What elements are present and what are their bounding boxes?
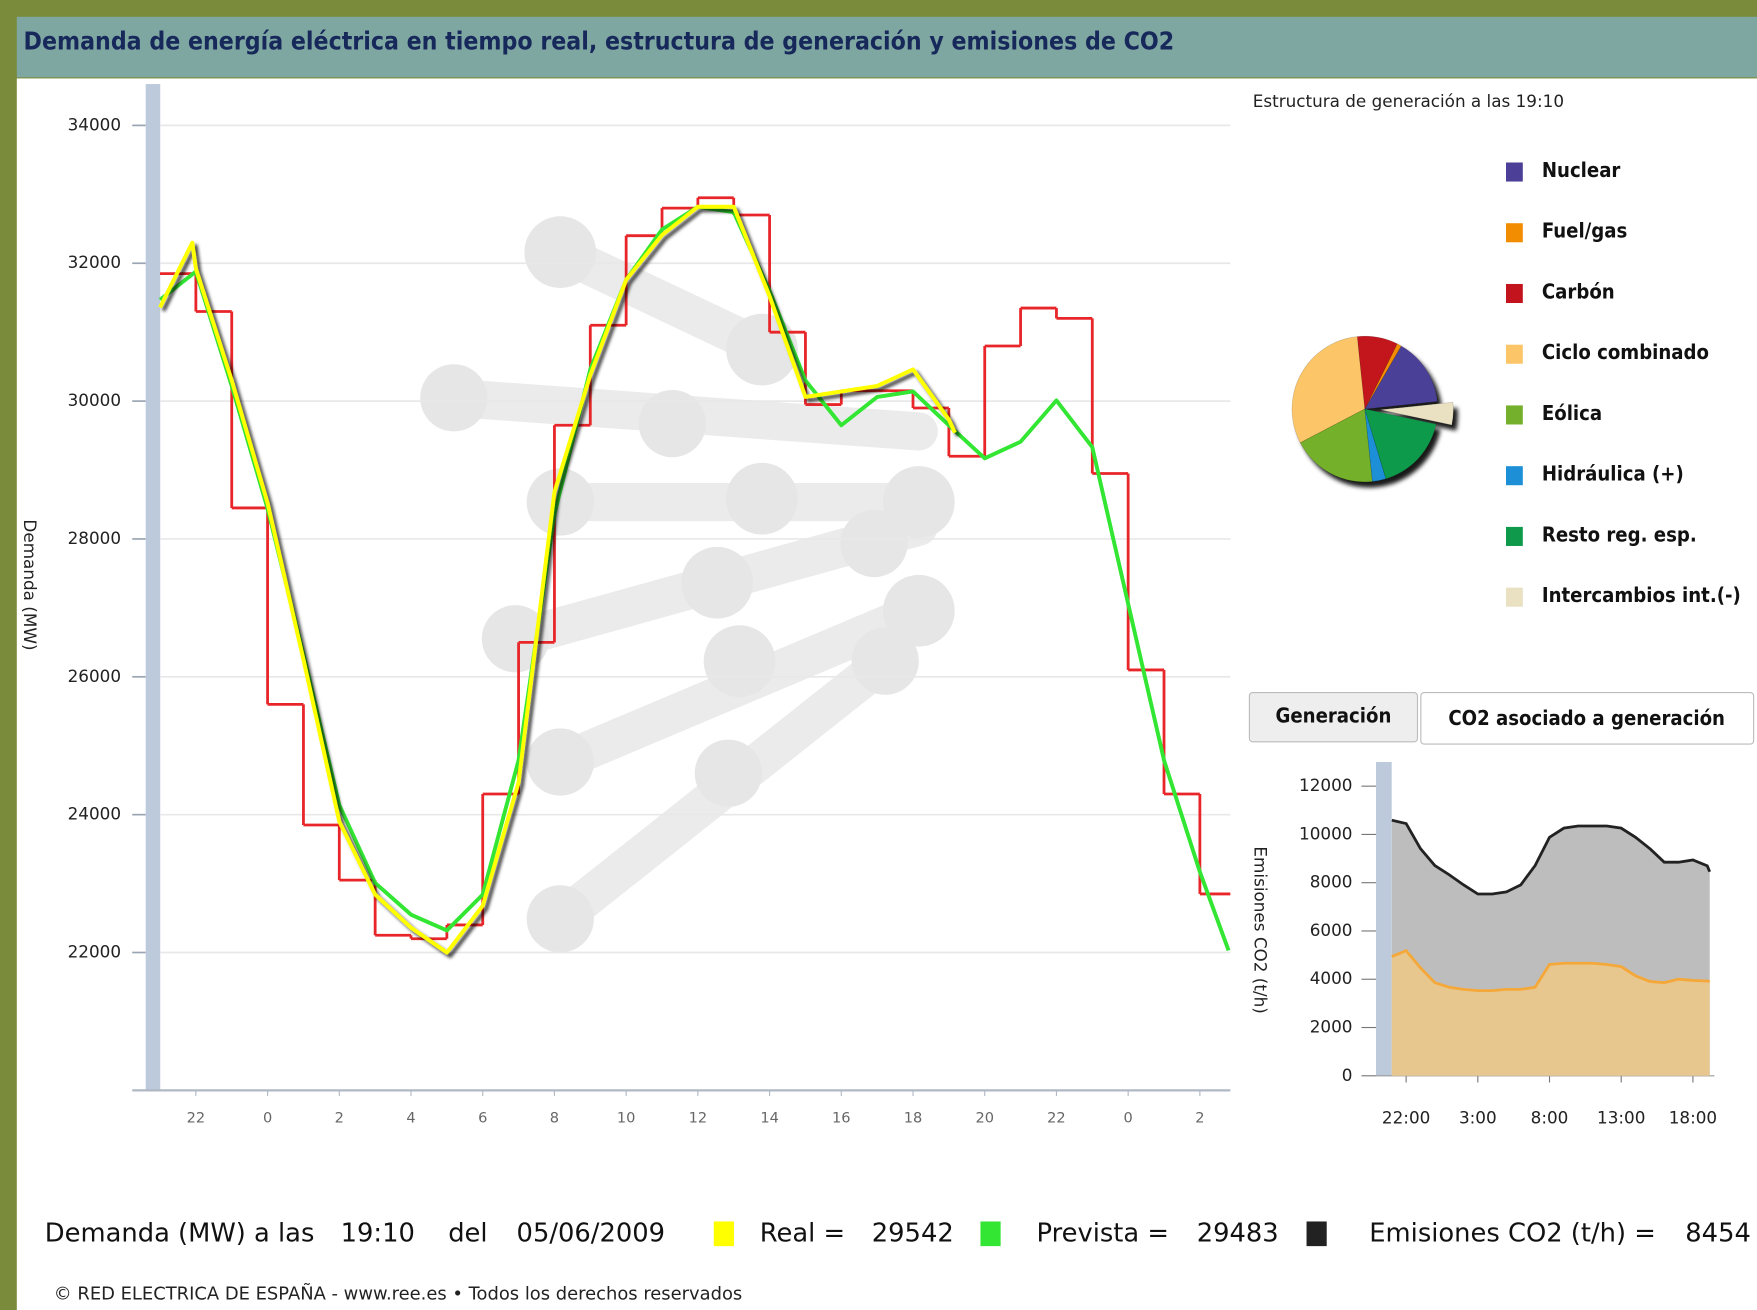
y-tick-label: 24000 [68,804,121,824]
legend-swatch [1506,284,1523,303]
x-tick-label: 22 [187,1109,206,1126]
x-tick-label: 10 [617,1109,636,1126]
axis-bar [1376,762,1392,1076]
legend-swatch [1307,1221,1327,1246]
footer-prevista: 29483 [1197,1218,1279,1248]
legend-swatch [980,1221,1000,1246]
y-tick-label: 34000 [68,114,121,134]
y-tick-label: 30000 [68,390,121,410]
legend-swatch [1506,223,1523,242]
y-tick-label: 8000 [1310,872,1353,892]
co2-y-axis-label: Emisiones CO2 (t/h) [1250,846,1270,1013]
legend-swatch [1506,466,1523,485]
y-tick-label: 12000 [1299,775,1352,795]
y-tick-label: 6000 [1310,920,1353,940]
x-tick-label: 0 [263,1109,272,1126]
legend-label: Fuel/gas [1542,219,1627,243]
legend-swatch [1506,162,1523,181]
x-tick-label: 12 [689,1109,708,1126]
y-axis-label: Demanda (MW) [20,519,40,650]
y-tick-label: 28000 [68,528,121,548]
x-tick-label: 18 [904,1109,923,1126]
footer-date: 05/06/2009 [517,1218,666,1248]
x-tick-label: 2 [1195,1109,1204,1126]
y-tick-label: 26000 [68,666,121,686]
legend-swatch [1506,588,1523,607]
copyright: © RED ELECTRICA DE ESPAÑA - www.ree.es •… [54,1282,742,1304]
axis-bar [146,84,161,1090]
page: {"header": {"title": "Demanda de energía… [0,0,1757,1310]
x-tick-label: 6 [478,1109,487,1126]
legend-label: Carbón [1542,279,1615,303]
screen: Demanda de energía eléctrica en tiempo r… [0,0,1757,1310]
footer-real-label: Real = [760,1218,845,1248]
x-tick-label: 2 [335,1109,344,1126]
legend-label: Hidráulica (+) [1542,462,1684,486]
tab-label[interactable]: CO2 asociado a generación [1448,706,1725,730]
x-tick-label: 4 [406,1109,415,1126]
x-tick-label: 18:00 [1669,1107,1717,1127]
footer-emisiones-label: Emisiones CO2 (t/h) = [1369,1218,1656,1248]
tab-label[interactable]: Generación [1275,704,1391,728]
footer-emisiones: 8454 [1685,1218,1751,1248]
y-tick-label: 10000 [1299,823,1352,843]
legend-swatch [1506,527,1523,546]
y-tick-label: 2000 [1310,1017,1353,1037]
y-tick-label: 0 [1342,1065,1353,1085]
x-tick-label: 16 [832,1109,851,1126]
y-tick-label: 32000 [68,252,121,272]
x-tick-label: 8 [550,1109,559,1126]
legend-swatch [1506,345,1523,364]
footer-time: 19:10 [341,1218,415,1248]
legend-label: Intercambios int.(-) [1542,583,1741,607]
footer-real: 29542 [872,1218,954,1248]
page-title: Demanda de energía eléctrica en tiempo r… [24,27,1175,56]
x-tick-label: 22:00 [1382,1107,1430,1127]
x-tick-label: 22 [1047,1109,1066,1126]
legend-label: Resto reg. esp. [1542,522,1697,546]
legend-swatch [1506,405,1523,424]
legend-swatch [714,1221,734,1246]
legend-label: Ciclo combinado [1542,340,1709,364]
y-tick-label: 4000 [1310,968,1353,988]
x-tick-label: 0 [1124,1109,1133,1126]
legend-label: Eólica [1542,401,1602,425]
legend-label: Nuclear [1542,158,1621,182]
x-tick-label: 14 [760,1109,779,1126]
pie-title: Estructura de generación a las 19:10 [1253,91,1564,111]
x-tick-label: 20 [975,1109,994,1126]
x-tick-label: 8:00 [1531,1107,1569,1127]
footer-del: del [448,1218,487,1248]
footer-prevista-label: Prevista = [1036,1218,1168,1248]
x-tick-label: 3:00 [1459,1107,1497,1127]
footer-label: Demanda (MW) a las [45,1218,315,1248]
y-tick-label: 22000 [68,942,121,962]
x-tick-label: 13:00 [1597,1107,1645,1127]
